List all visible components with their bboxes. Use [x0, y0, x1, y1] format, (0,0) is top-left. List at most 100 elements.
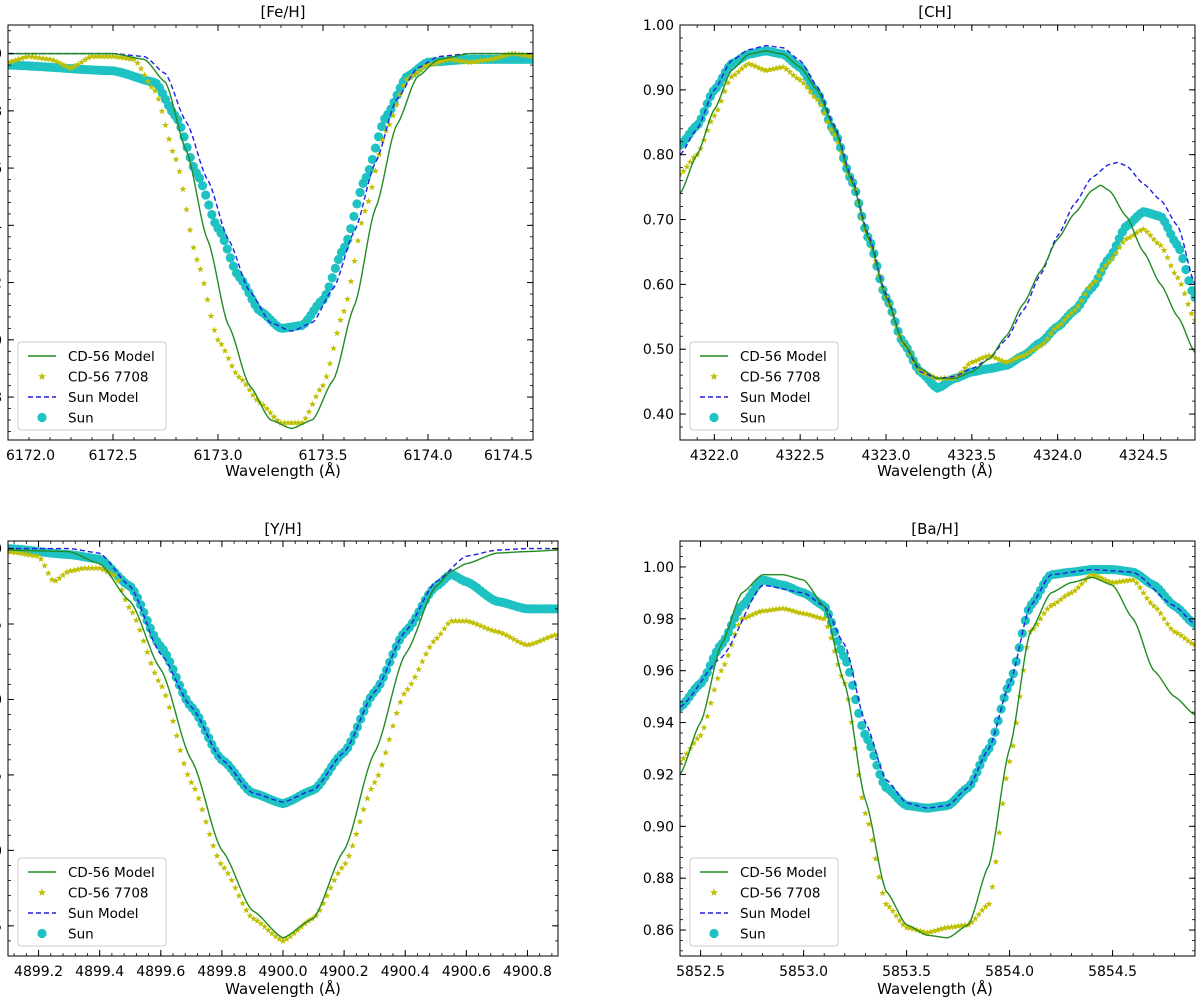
- data-point: [451, 617, 459, 624]
- data-point: [1006, 757, 1014, 765]
- data-point: [151, 87, 159, 94]
- data-point: [480, 56, 488, 64]
- data-point: [1181, 264, 1191, 275]
- data-point: [550, 631, 558, 639]
- data-point: [975, 356, 983, 363]
- data-point: [971, 357, 979, 365]
- data-point: [837, 148, 845, 156]
- data-point: [477, 57, 484, 64]
- data-point: [194, 173, 205, 183]
- data-point: [466, 618, 474, 625]
- data-point: [415, 665, 423, 673]
- data-point: [1170, 269, 1178, 276]
- data-point: [260, 401, 267, 409]
- x-tick-label: 5853.5: [882, 964, 931, 980]
- data-point: [455, 617, 463, 624]
- series-cd-56-model: [8, 52, 533, 430]
- data-point: [29, 53, 36, 60]
- data-point: [1129, 231, 1137, 239]
- data-point: [39, 54, 47, 62]
- data-point: [1037, 615, 1044, 622]
- data-point: [985, 900, 993, 908]
- chart-title: [Y/H]: [264, 520, 301, 538]
- data-point: [327, 884, 335, 891]
- data-point: [118, 586, 126, 593]
- data-point: [923, 929, 931, 936]
- data-point: [807, 611, 814, 619]
- data-point: [539, 635, 547, 643]
- data-point: [330, 263, 340, 273]
- data-point: [752, 62, 759, 70]
- data-point: [81, 564, 89, 572]
- data-point: [418, 657, 426, 665]
- data-point: [218, 340, 225, 348]
- y-tick-label: 0.95: [0, 617, 2, 633]
- data-point: [323, 373, 330, 380]
- data-point: [1009, 742, 1017, 749]
- data-point: [745, 60, 753, 67]
- data-point: [19, 550, 27, 557]
- data-point: [789, 71, 797, 79]
- data-point: [71, 62, 78, 70]
- plot-frame: [679, 540, 1196, 957]
- data-point: [393, 709, 401, 717]
- data-point: [992, 858, 1000, 865]
- data-point: [776, 605, 783, 612]
- x-tick-label: 4323.0: [862, 448, 911, 464]
- data-point: [373, 132, 384, 142]
- data-point: [207, 209, 217, 220]
- data-point: [268, 929, 276, 937]
- data-point: [526, 52, 533, 60]
- data-point: [1050, 325, 1058, 333]
- data-point: [1109, 578, 1117, 586]
- data-point: [978, 354, 986, 362]
- data-point: [198, 806, 206, 813]
- data-point: [18, 54, 26, 62]
- y-tick-label: 0.90: [643, 83, 674, 99]
- data-point: [488, 626, 496, 634]
- data-point: [1126, 233, 1134, 241]
- data-point: [731, 630, 739, 638]
- data-point: [165, 135, 173, 143]
- legend: CD-56 Model CD-56 7708 Sun Model Sun: [689, 341, 839, 431]
- data-point: [377, 121, 387, 132]
- y-tick-label: 0.98: [0, 104, 2, 120]
- data-point: [330, 344, 337, 352]
- data-point: [165, 703, 173, 711]
- data-point: [748, 61, 756, 68]
- data-point: [283, 935, 291, 943]
- data-point: [414, 68, 421, 76]
- y-tick-label: 0.94: [0, 218, 2, 234]
- legend-box: [17, 857, 167, 947]
- x-tick-label: 6172.0: [6, 448, 55, 464]
- data-point: [1033, 620, 1041, 628]
- data-point: [375, 151, 383, 158]
- data-point: [1184, 276, 1194, 286]
- legend-label: CD-56 Model: [68, 349, 155, 365]
- series-line: [680, 50, 1195, 380]
- data-point: [337, 316, 344, 324]
- data-point: [261, 923, 269, 930]
- series-line: [680, 45, 1195, 380]
- data-point: [352, 830, 360, 838]
- data-point: [1191, 641, 1195, 648]
- data-point: [1020, 615, 1030, 626]
- data-point: [204, 296, 211, 303]
- data-point: [481, 623, 489, 631]
- data-point: [64, 63, 71, 70]
- legend-star-icon: [710, 372, 718, 380]
- data-point: [1105, 577, 1113, 585]
- data-point: [130, 55, 138, 63]
- data-point: [1109, 254, 1117, 262]
- data-point: [246, 912, 254, 919]
- data-point: [367, 785, 375, 792]
- data-point: [305, 408, 313, 415]
- data-point: [975, 910, 983, 918]
- data-point: [316, 906, 324, 914]
- data-point: [201, 190, 211, 200]
- x-axis-label: Wavelength (Å): [225, 461, 341, 480]
- data-point: [1078, 296, 1086, 304]
- x-tick-label: 5854.5: [1088, 964, 1137, 980]
- data-point: [748, 611, 756, 618]
- data-point: [717, 667, 725, 674]
